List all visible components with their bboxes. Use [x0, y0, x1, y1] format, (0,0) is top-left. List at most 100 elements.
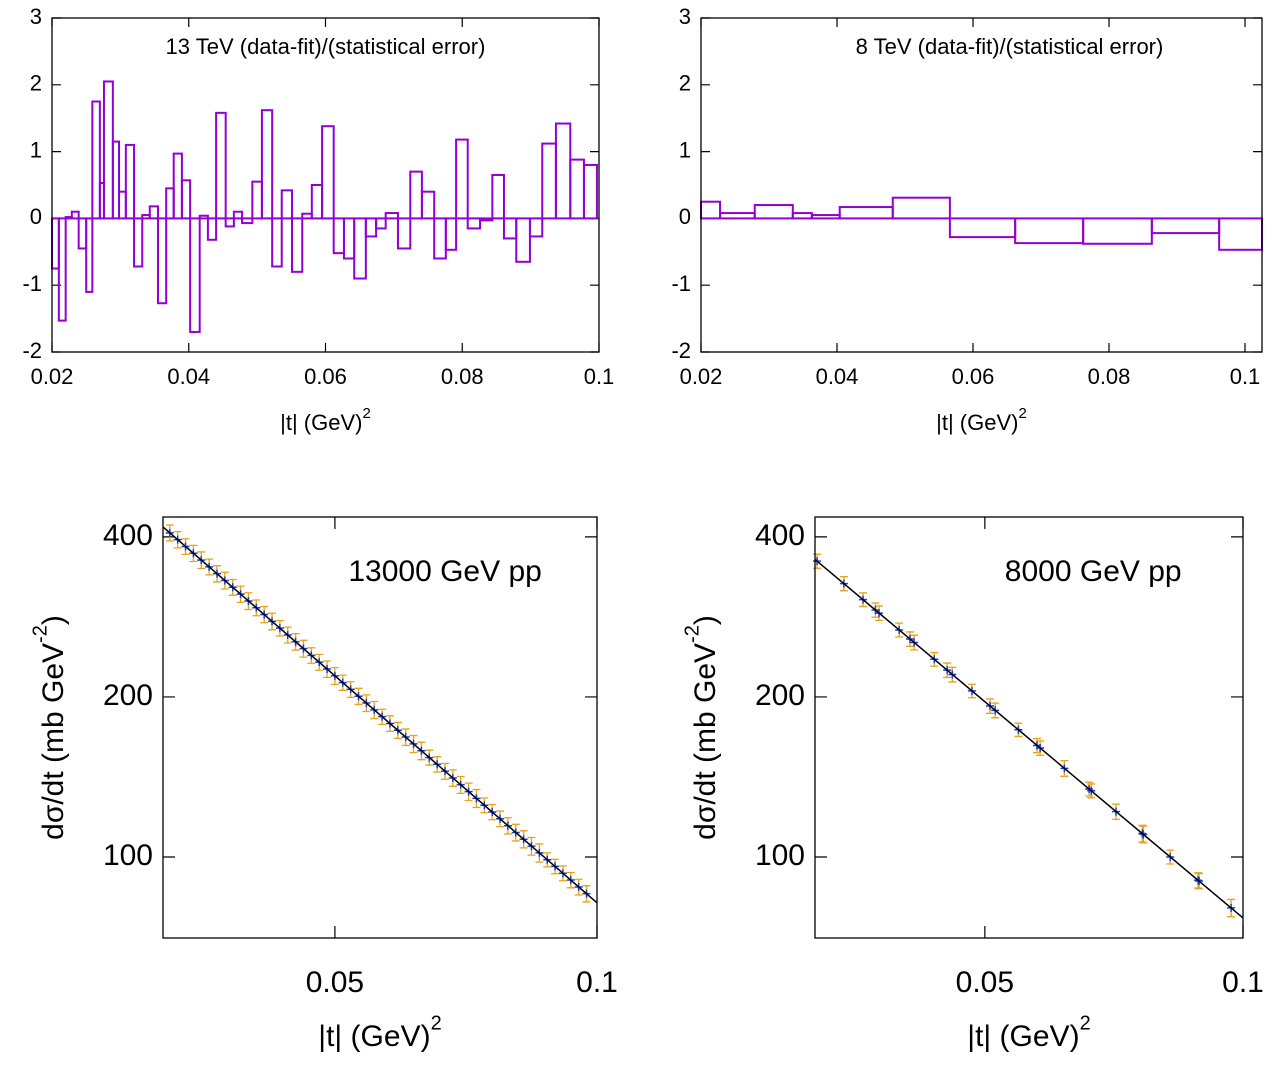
x-tick-label: 0.08 — [441, 364, 484, 389]
bar — [124, 143, 136, 220]
x-tick-label: 0.06 — [304, 364, 347, 389]
y-tick-label: 100 — [103, 839, 153, 872]
chart-title: 8 TeV (data-fit)/(statistical error) — [856, 34, 1164, 59]
y-tick-label: 200 — [755, 679, 805, 712]
bar — [91, 100, 101, 220]
y-tick-label: 3 — [30, 4, 42, 29]
x-axis-label-text: |t| (GeV) — [280, 410, 362, 435]
y-axis-label-sup: -2 — [682, 625, 704, 643]
bar — [700, 200, 722, 220]
x-axis-label-sup: 2 — [431, 1013, 442, 1035]
bar — [466, 217, 482, 230]
x-tick-label: 0.04 — [167, 364, 210, 389]
x-tick-label: 0.04 — [816, 364, 859, 389]
bar — [180, 179, 192, 220]
x-tick-label: 0.06 — [952, 364, 995, 389]
bar — [433, 217, 447, 260]
y-tick-label: 0 — [679, 204, 691, 229]
y-tick-label: -2 — [22, 338, 42, 363]
fit-line — [814, 558, 1244, 919]
bar — [1082, 217, 1153, 245]
bar — [838, 206, 894, 220]
bar — [102, 80, 114, 220]
bar — [541, 142, 557, 220]
x-axis-label: |t| (GeV)2 — [936, 405, 1027, 435]
bar — [260, 109, 274, 220]
bar — [791, 212, 813, 220]
annotation: 13000 GeV pp — [348, 555, 542, 588]
bar — [1150, 217, 1221, 235]
bar — [251, 180, 263, 220]
x-axis-label: |t| (GeV)2 — [280, 405, 371, 435]
y-tick-label: 0 — [30, 204, 42, 229]
x-axis-label-text: |t| (GeV) — [318, 1020, 430, 1053]
bar — [310, 184, 324, 220]
bar — [118, 190, 127, 220]
y-tick-label: 2 — [30, 71, 42, 96]
y-axis-label-end: ) — [689, 615, 722, 625]
bar — [290, 217, 304, 273]
y-axis-label: dσ/dt (mb GeV-2) — [30, 615, 70, 840]
bar — [232, 210, 244, 220]
y-tick-label: 400 — [755, 519, 805, 552]
x-tick-label: 0.1 — [1222, 966, 1264, 999]
x-axis-label: |t| (GeV)2 — [967, 1013, 1090, 1053]
y-axis-label: dσ/dt (mb GeV-2) — [682, 615, 722, 840]
bar — [582, 163, 598, 220]
bar — [1014, 217, 1085, 245]
bar — [148, 205, 159, 220]
bar — [241, 217, 254, 225]
bar — [165, 187, 175, 220]
bar — [332, 217, 345, 255]
y-tick-label: -1 — [22, 271, 42, 296]
bar — [396, 217, 412, 250]
bar — [156, 217, 168, 305]
bar — [215, 111, 227, 220]
panel: 100 200 400 0.05 0.1 |t| (GeV)2 dσ/dt (mb GeV-… — [30, 516, 618, 1053]
x-tick-label: 0.1 — [584, 364, 615, 389]
bar — [353, 217, 367, 280]
y-tick-label: 100 — [755, 839, 805, 872]
bar — [948, 217, 1017, 239]
bar — [141, 214, 151, 220]
plot-frame — [700, 17, 1263, 353]
bar — [51, 217, 60, 270]
bar — [420, 190, 436, 220]
x-axis-label-sup: 2 — [1080, 1013, 1091, 1035]
bar — [57, 217, 67, 322]
x-tick-label: 0.05 — [956, 966, 1014, 999]
bar — [384, 212, 399, 220]
y-tick-label: -1 — [671, 271, 691, 296]
bar — [280, 189, 293, 220]
bar — [455, 138, 469, 220]
bar — [528, 217, 544, 238]
y-tick-label: 1 — [30, 137, 42, 162]
bar — [85, 217, 94, 293]
y-axis-label-end: ) — [37, 615, 70, 625]
y-tick-label: 400 — [103, 519, 153, 552]
bar — [77, 217, 88, 250]
bar — [810, 214, 841, 220]
plot-frame — [51, 17, 600, 353]
panel: 100 200 400 0.05 0.1 |t| (GeV)2 dσ/dt (mb GeV-… — [682, 516, 1264, 1053]
x-tick-label: 0.1 — [576, 966, 618, 999]
x-axis-label-sup: 2 — [362, 405, 370, 422]
x-tick-label: 0.08 — [1088, 364, 1131, 389]
bar — [554, 122, 572, 220]
bar — [479, 217, 494, 222]
bar — [198, 214, 209, 220]
y-tick-label: 200 — [103, 679, 153, 712]
bar — [206, 217, 218, 241]
fit-line — [162, 526, 598, 904]
bar — [502, 217, 518, 240]
y-tick-label: 2 — [679, 71, 691, 96]
bar — [375, 217, 387, 230]
x-axis-label-text: |t| (GeV) — [967, 1020, 1079, 1053]
bar — [515, 217, 531, 263]
bar — [111, 140, 121, 220]
bar — [301, 212, 313, 220]
bar — [444, 217, 458, 251]
x-axis-label-text: |t| (GeV) — [936, 410, 1018, 435]
